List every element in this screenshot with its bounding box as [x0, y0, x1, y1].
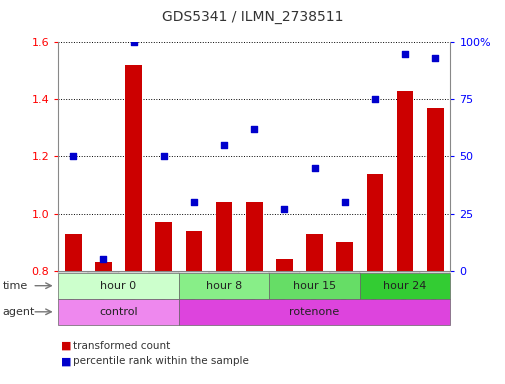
Point — [250, 126, 258, 132]
Text: hour 8: hour 8 — [206, 281, 242, 291]
Point — [99, 256, 107, 262]
Text: control: control — [99, 307, 137, 317]
Bar — [336, 242, 352, 271]
Bar — [215, 202, 232, 271]
Text: hour 15: hour 15 — [292, 281, 335, 291]
Text: transformed count: transformed count — [73, 341, 170, 351]
Bar — [185, 231, 202, 271]
Bar — [125, 65, 141, 271]
Text: rotenone: rotenone — [289, 307, 339, 317]
Bar — [245, 202, 262, 271]
Point — [129, 39, 137, 45]
Bar — [155, 222, 172, 271]
Point — [340, 199, 348, 205]
Bar — [276, 259, 292, 271]
Point — [160, 153, 168, 160]
Point — [370, 96, 378, 103]
Bar — [366, 174, 382, 271]
Point — [280, 206, 288, 212]
Bar — [306, 233, 322, 271]
Point — [400, 51, 409, 57]
Text: ■: ■ — [61, 341, 71, 351]
Text: percentile rank within the sample: percentile rank within the sample — [73, 356, 249, 366]
Point — [189, 199, 197, 205]
Bar — [396, 91, 413, 271]
Bar — [426, 108, 443, 271]
Point — [220, 142, 228, 148]
Bar — [95, 262, 112, 271]
Point — [69, 153, 77, 160]
Text: hour 0: hour 0 — [100, 281, 136, 291]
Text: hour 24: hour 24 — [383, 281, 426, 291]
Text: agent: agent — [3, 307, 35, 317]
Point — [310, 165, 318, 171]
Text: ■: ■ — [61, 356, 71, 366]
Point — [430, 55, 438, 61]
Text: GDS5341 / ILMN_2738511: GDS5341 / ILMN_2738511 — [162, 10, 343, 23]
Bar — [65, 233, 81, 271]
Text: time: time — [3, 281, 28, 291]
